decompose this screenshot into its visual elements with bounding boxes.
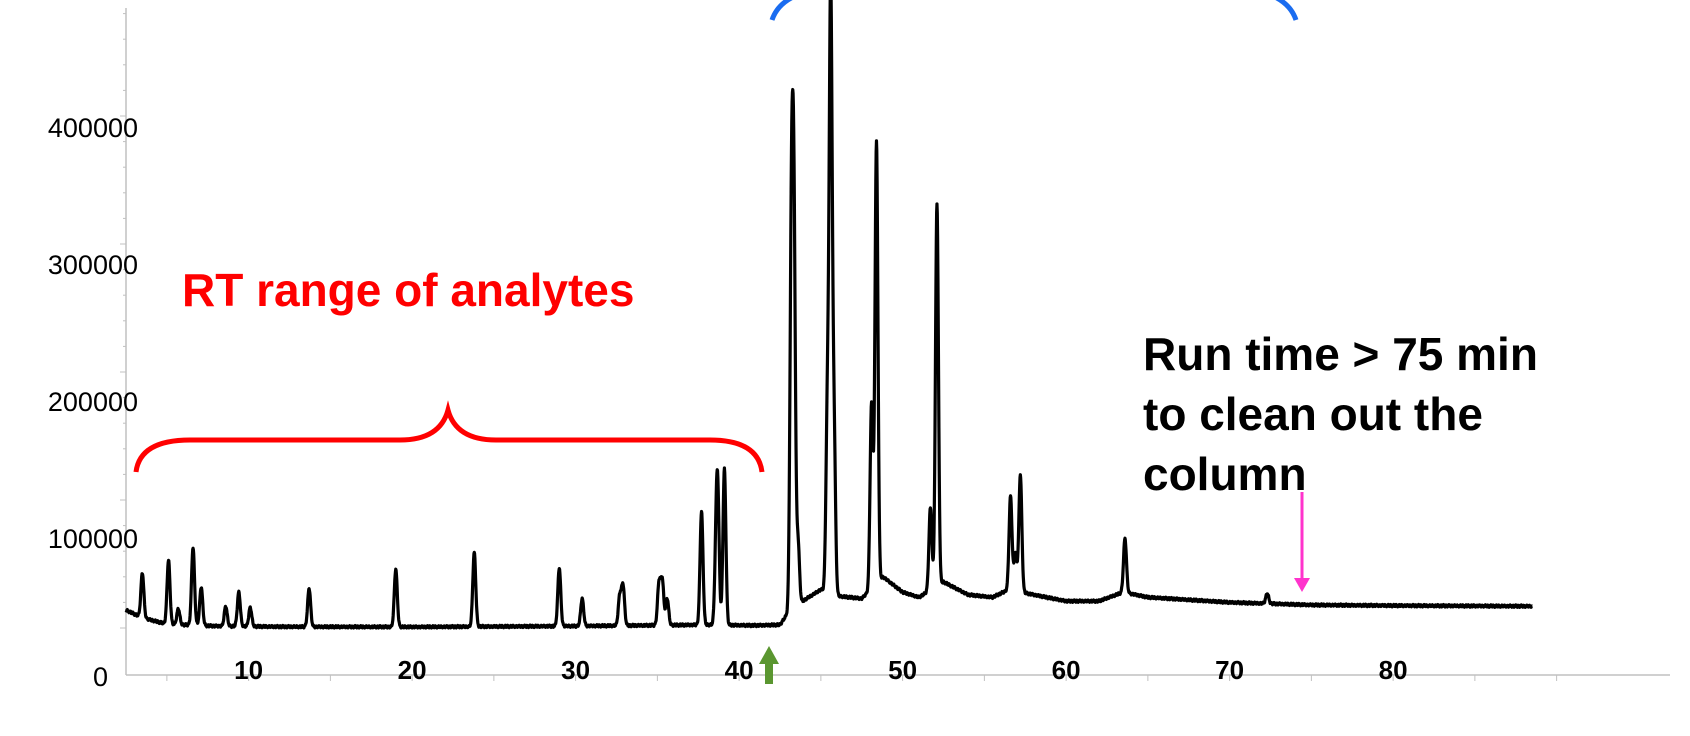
x-tick-label: 20 [398,655,427,685]
y-tick-label: 400000 [48,113,138,143]
green-arrow-icon [759,646,779,684]
y-tick-label: 100000 [48,524,138,554]
x-tick-label: 30 [561,655,590,685]
x-tick-label: 70 [1215,655,1244,685]
y-tick-label: 200000 [48,387,138,417]
x-tick-label: 80 [1379,655,1408,685]
x-tick-label: 50 [888,655,917,685]
magenta-arrowhead-icon [1294,578,1310,592]
chromatogram-series-line [124,0,1534,630]
x-tick-label: 60 [1052,655,1081,685]
blue-brace [769,0,1299,21]
x-tick-label: 10 [234,655,263,685]
run-time-label-line3: column [1143,448,1307,500]
y-tick-label: 300000 [48,250,138,280]
y-tick-label: 0 [93,662,108,692]
rt-range-brace [133,400,765,473]
rt-range-label: RT range of analytes [182,264,634,316]
run-time-label-line2: to clean out the [1143,388,1483,440]
run-time-label-line1: Run time > 75 min [1143,328,1538,380]
x-tick-label: 40 [725,655,754,685]
